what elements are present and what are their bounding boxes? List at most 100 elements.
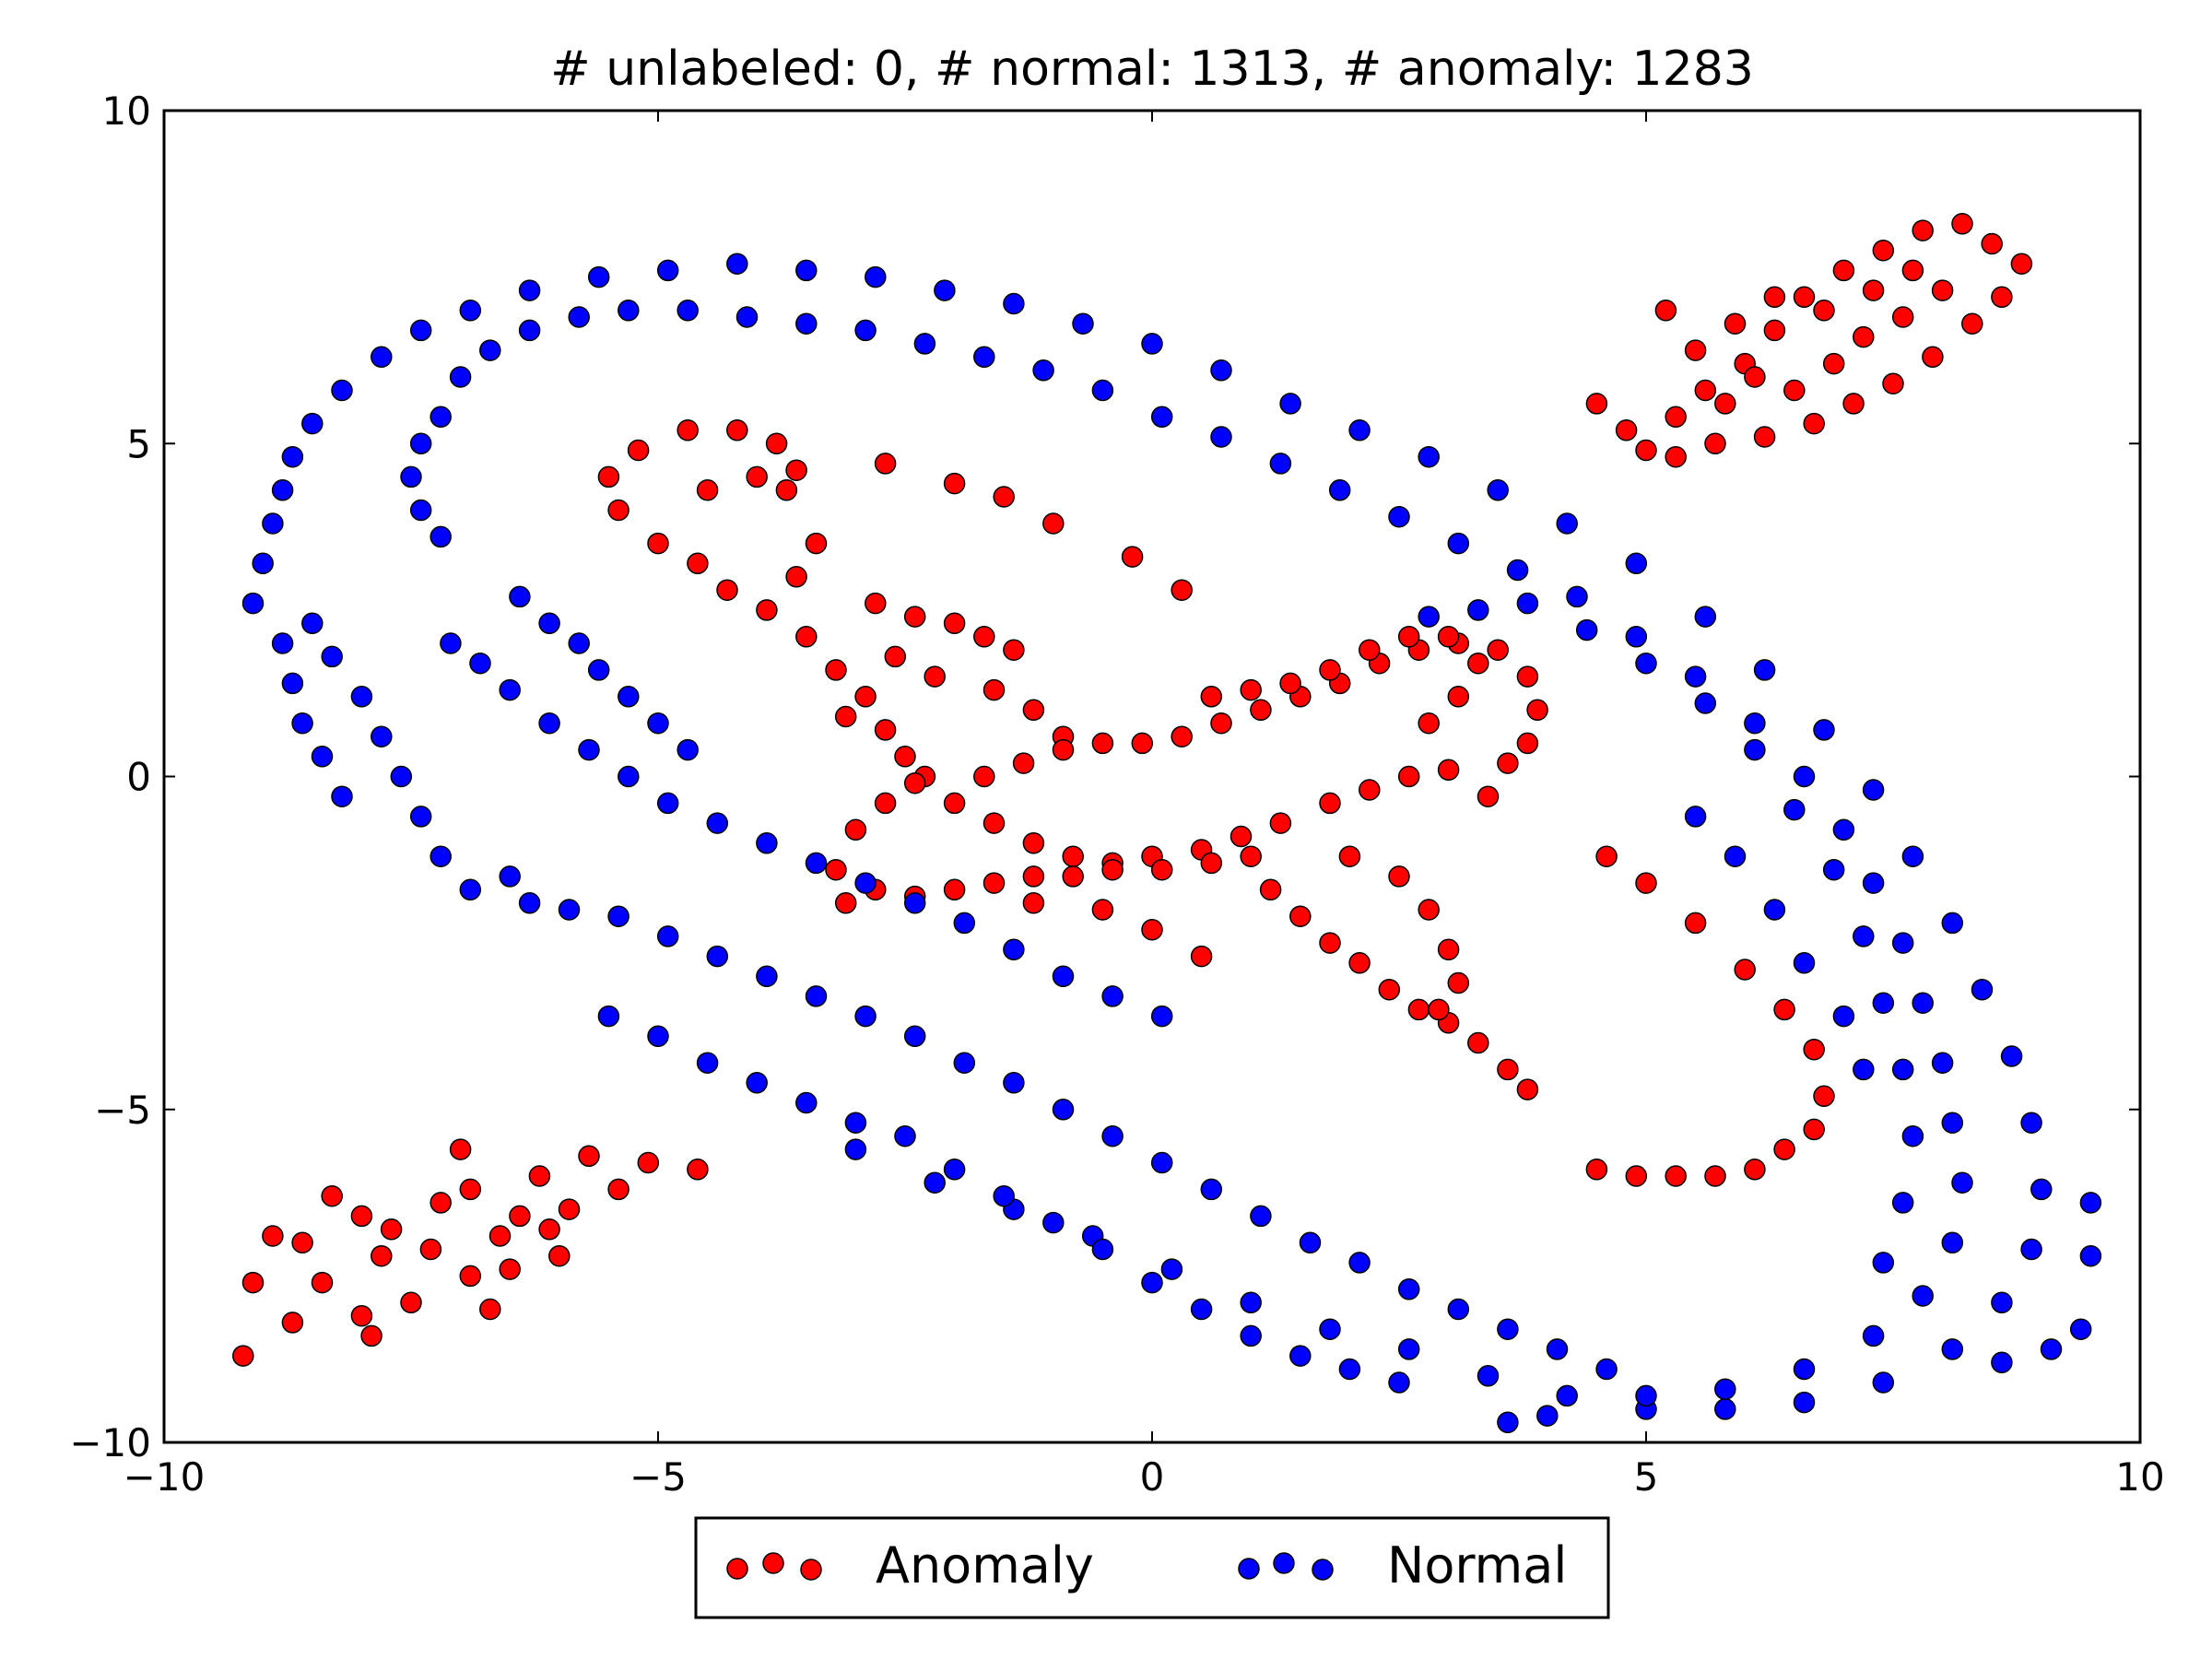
x-tick-label: 10 (2115, 1454, 2164, 1500)
anomaly-point (1822, 352, 1845, 375)
anomaly-point (1171, 579, 1193, 601)
anomaly-point (2010, 253, 2033, 275)
anomaly-point (311, 1271, 334, 1294)
anomaly-point (1319, 792, 1341, 815)
anomaly-point (854, 686, 877, 708)
normal-point (1506, 559, 1529, 582)
normal-point (656, 792, 679, 815)
normal-point (805, 985, 828, 1007)
anomaly-point (1150, 858, 1173, 881)
anomaly-point (716, 579, 738, 601)
anomaly-point (943, 612, 966, 635)
normal-point (1150, 406, 1173, 429)
anomaly-point (1665, 445, 1687, 468)
anomaly-point (1437, 759, 1460, 782)
normal-point (1941, 1112, 1964, 1134)
y-tick-label: 0 (126, 755, 151, 800)
normal-point (1724, 845, 1747, 867)
anomaly-point (874, 719, 897, 741)
anomaly-point (1200, 852, 1223, 875)
normal-point (321, 645, 343, 668)
anomaly-point (1753, 426, 1776, 448)
normal-point (1872, 992, 1895, 1014)
anomaly-point (371, 1244, 393, 1267)
anomaly-point (528, 1165, 551, 1187)
normal-point (1694, 606, 1717, 628)
normal-point (1003, 292, 1025, 315)
normal-point (903, 892, 926, 914)
normal-point (1862, 779, 1885, 801)
normal-point (281, 445, 304, 468)
normal-point (903, 1025, 926, 1048)
anomaly-point (488, 1225, 512, 1247)
normal-point (371, 346, 393, 369)
anomaly-point (1200, 686, 1223, 708)
anomaly-point (459, 1265, 482, 1288)
anomaly-point (578, 1145, 600, 1168)
normal-point (1388, 1371, 1410, 1394)
normal-point (1941, 1231, 1964, 1254)
normal-point (578, 738, 600, 761)
normal-point (1566, 585, 1588, 608)
anomaly-point (1665, 406, 1687, 429)
anomaly-point (894, 746, 916, 768)
points-layer (232, 213, 2102, 1434)
anomaly-point (726, 419, 748, 441)
anomaly-point (1418, 712, 1440, 735)
anomaly-point (291, 1231, 313, 1254)
normal-point (2020, 1238, 2042, 1261)
anomaly-point (499, 1258, 521, 1280)
normal-point (943, 1159, 966, 1181)
normal-point (1418, 606, 1440, 628)
normal-point (1091, 1238, 1114, 1261)
anomaly-point (785, 566, 807, 588)
normal-point (499, 865, 521, 888)
normal-point (1240, 1324, 1262, 1347)
normal-point (953, 1052, 976, 1074)
x-tick-label: −10 (124, 1454, 206, 1500)
normal-point (1941, 912, 1964, 935)
anomaly-point (1763, 319, 1786, 342)
anomaly-point (805, 532, 828, 555)
anomaly-point (1388, 865, 1410, 888)
normal-point (1684, 806, 1707, 828)
normal-point (291, 712, 313, 735)
anomaly-point (825, 659, 847, 681)
normal-point (1497, 1318, 1519, 1340)
anomaly-point (1467, 1031, 1489, 1054)
anomaly-point (479, 1298, 501, 1321)
normal-point (2030, 1178, 2053, 1201)
anomaly-point (1803, 1038, 1825, 1061)
anomaly-point (1487, 639, 1509, 661)
normal-point (1328, 479, 1351, 501)
legend-normal-marker-1 (1238, 1558, 1260, 1580)
anomaly-point (874, 792, 897, 815)
anomaly-point (1585, 393, 1608, 415)
normal-point (1951, 1171, 1973, 1194)
anomaly-point (1003, 639, 1025, 661)
anomaly-point (687, 1159, 709, 1181)
normal-point (1783, 798, 1806, 821)
anomaly-point (825, 858, 847, 881)
normal-point (1240, 1291, 1262, 1314)
anomaly-point (1022, 892, 1045, 914)
normal-point (271, 632, 294, 654)
normal-point (301, 412, 324, 435)
anomaly-point (380, 1218, 403, 1241)
normal-point (1635, 1384, 1657, 1407)
anomaly-point (943, 792, 966, 815)
x-tick-label: −5 (629, 1454, 687, 1500)
x-tick-label: 5 (1634, 1454, 1659, 1500)
ticks-layer: −10 −5 0 5 10 −10 −5 0 5 10 (69, 88, 2164, 1500)
anomaly-point (1635, 439, 1657, 462)
normal-point (677, 738, 699, 761)
anomaly-point (943, 472, 966, 495)
normal-point (1190, 1298, 1213, 1321)
anomaly-point (982, 872, 1006, 894)
legend-item-normal: Normal (1238, 1536, 1567, 1594)
anomaly-point (1289, 905, 1312, 927)
normal-point (696, 1052, 719, 1074)
normal-point (1250, 1205, 1272, 1228)
anomaly-point (1744, 1159, 1766, 1181)
